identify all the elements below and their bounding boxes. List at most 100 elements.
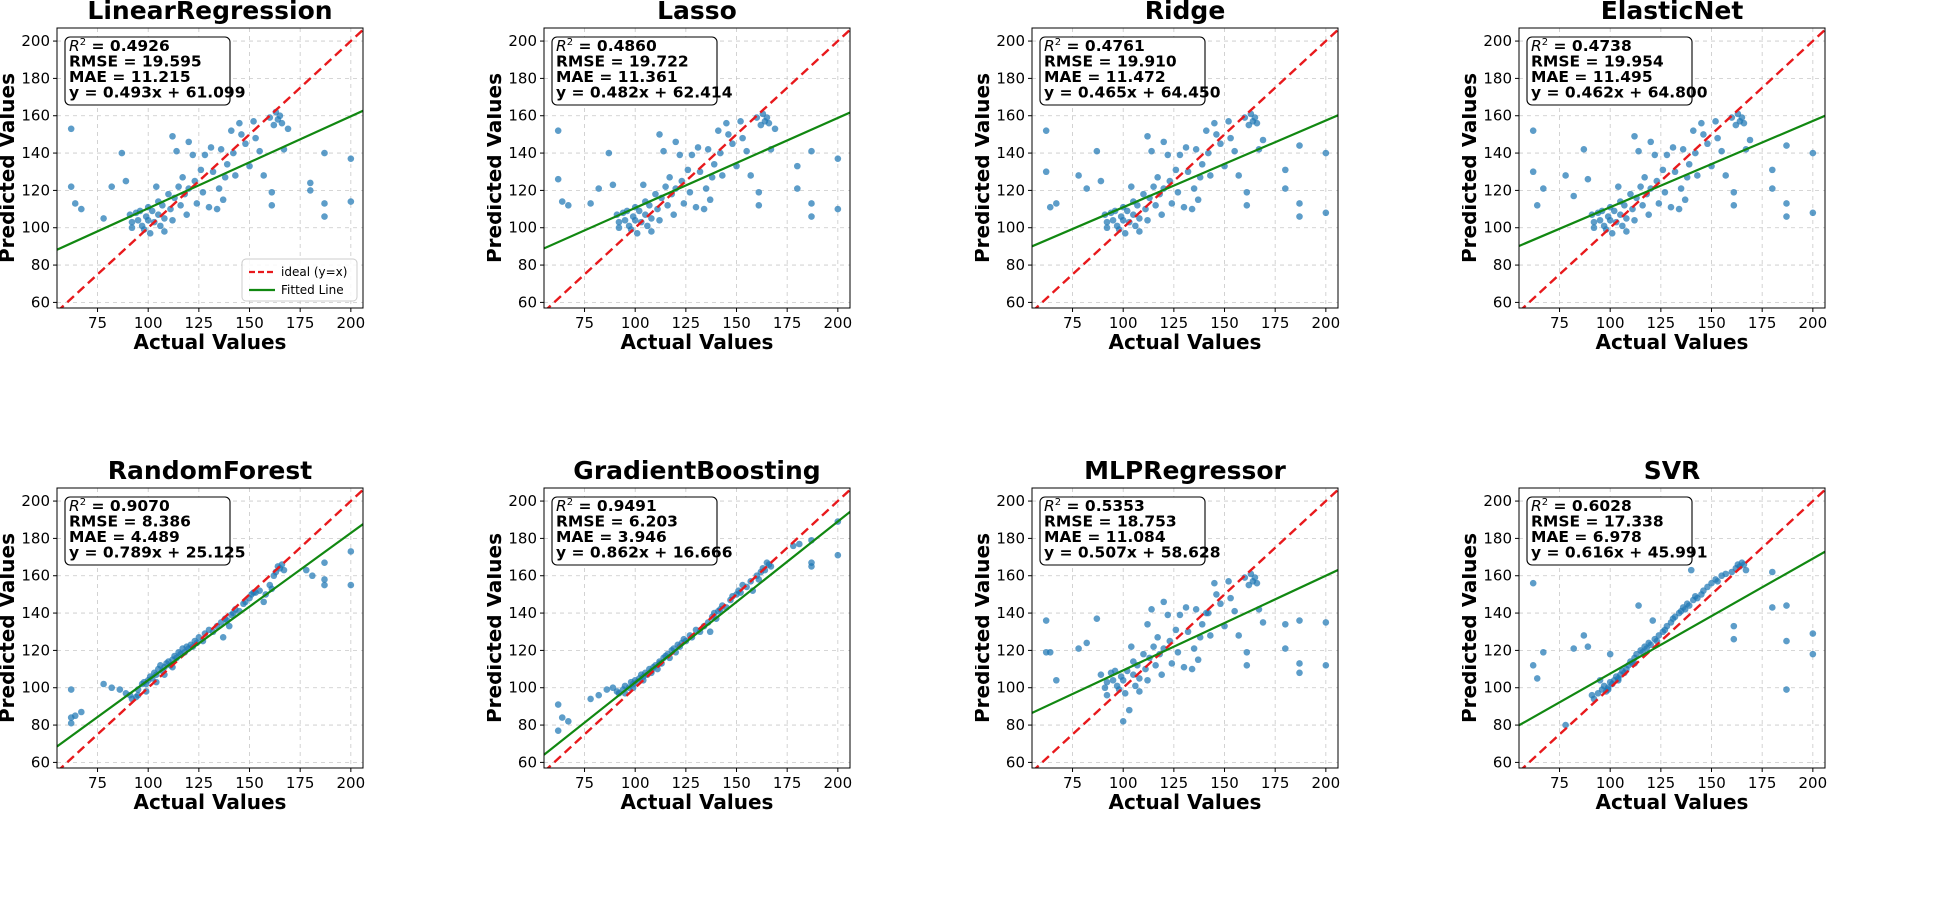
- stat-mae: MAE = 11.361: [556, 68, 678, 86]
- data-point: [1782, 200, 1790, 207]
- data-point: [173, 147, 180, 155]
- data-point: [701, 205, 708, 213]
- data-point: [1295, 660, 1303, 667]
- data-point: [723, 119, 730, 127]
- y-tick-label: 160: [509, 107, 538, 125]
- data-point: [1121, 690, 1129, 697]
- x-tick-label: 75: [1550, 774, 1569, 792]
- data-point: [1123, 207, 1131, 215]
- data-point: [834, 551, 842, 559]
- chart-title: MLPRegressor: [1084, 460, 1286, 485]
- chart-svg: 75 100 125 150 175 200 60 80 100 120 140 160 180 200 E…: [1462, 0, 1827, 354]
- data-point: [703, 185, 710, 192]
- stats-box-frame: [64, 36, 231, 106]
- data-point: [1529, 168, 1537, 176]
- stat-rmse: RMSE = 19.910: [1044, 53, 1177, 71]
- data-point: [1610, 207, 1618, 215]
- r2-symbol: R: [1531, 497, 1542, 515]
- r2-superscript: 2: [1054, 497, 1060, 508]
- data-point: [1590, 218, 1598, 226]
- data-point: [1539, 648, 1547, 656]
- x-tick-label: 75: [1550, 314, 1569, 332]
- y-tick-label: 120: [996, 641, 1025, 659]
- data-point: [134, 691, 142, 699]
- data-point: [1234, 632, 1242, 639]
- data-point: [648, 215, 655, 222]
- data-point: [1082, 639, 1090, 647]
- data-point: [1281, 166, 1289, 174]
- data-point: [201, 151, 209, 159]
- data-point: [108, 684, 116, 692]
- chart-title: ElasticNet: [1600, 0, 1743, 25]
- fitted-line: [57, 523, 363, 748]
- data-point: [347, 581, 355, 589]
- y-tick-label: 160: [996, 567, 1025, 585]
- data-point: [1782, 686, 1790, 693]
- data-point: [1782, 142, 1790, 149]
- y-tick-label: 160: [21, 567, 50, 585]
- axes-frame: [1031, 27, 1338, 309]
- data-point: [161, 228, 168, 235]
- stats-box-frame: [64, 496, 231, 566]
- data-point: [1562, 721, 1569, 729]
- y-tick-label: 80: [1493, 256, 1512, 274]
- legend: ideal (y=x) Fitted Line: [241, 258, 358, 302]
- data-point: [1622, 228, 1630, 235]
- data-point: [165, 190, 172, 198]
- x-axis-label: Actual Values: [621, 790, 774, 814]
- data-point: [321, 213, 328, 220]
- axes-frame: [1518, 487, 1826, 769]
- data-point: [169, 216, 176, 224]
- r2-value: = 0.9491: [573, 497, 657, 515]
- x-tick-label: 200: [1798, 774, 1827, 792]
- data-point: [67, 183, 75, 190]
- stat-mae: MAE = 4.489: [69, 528, 180, 546]
- data-point: [1226, 134, 1234, 142]
- chart-svg: 75 100 125 150 175 200 60 80 100 120 140 160 180 200 G…: [487, 460, 852, 814]
- data-point: [1322, 662, 1329, 669]
- data-point: [1109, 216, 1116, 224]
- data-point: [672, 138, 680, 146]
- x-tick-label: 75: [1062, 314, 1081, 332]
- stat-r2: R2 = 0.4761: [1044, 37, 1145, 55]
- data-point: [808, 563, 816, 570]
- data-point: [1714, 134, 1721, 142]
- y-tick-label: 140: [996, 604, 1025, 622]
- y-tick-label: 200: [1483, 492, 1512, 510]
- data-point: [640, 181, 647, 189]
- data-point: [197, 166, 205, 174]
- data-point: [1192, 146, 1199, 153]
- data-point: [587, 200, 595, 207]
- data-point: [189, 151, 197, 159]
- data-point: [676, 151, 684, 159]
- data-point: [1190, 185, 1197, 192]
- data-point: [664, 202, 672, 209]
- reference-lines: [1518, 488, 1825, 768]
- data-point: [622, 216, 629, 224]
- data-point: [116, 686, 124, 693]
- data-point: [1182, 604, 1189, 611]
- data-point: [1198, 620, 1206, 628]
- data-point: [1529, 127, 1537, 134]
- data-point: [242, 140, 249, 148]
- data-point: [1103, 224, 1110, 232]
- stat-rmse: RMSE = 17.338: [1531, 513, 1664, 531]
- data-point: [1630, 132, 1638, 140]
- scatter-points: [1042, 570, 1329, 725]
- x-tick-label: 100: [621, 314, 650, 332]
- data-point: [711, 160, 718, 168]
- data-point: [260, 172, 268, 179]
- x-axis-label: Actual Values: [134, 790, 287, 814]
- data-point: [67, 686, 75, 693]
- stat-rmse: RMSE = 19.595: [69, 53, 202, 71]
- data-point: [632, 216, 639, 224]
- y-tick-label: 160: [509, 567, 538, 585]
- data-point: [1210, 579, 1218, 587]
- data-point: [737, 589, 745, 596]
- data-point: [1322, 619, 1329, 626]
- data-point: [1074, 645, 1082, 652]
